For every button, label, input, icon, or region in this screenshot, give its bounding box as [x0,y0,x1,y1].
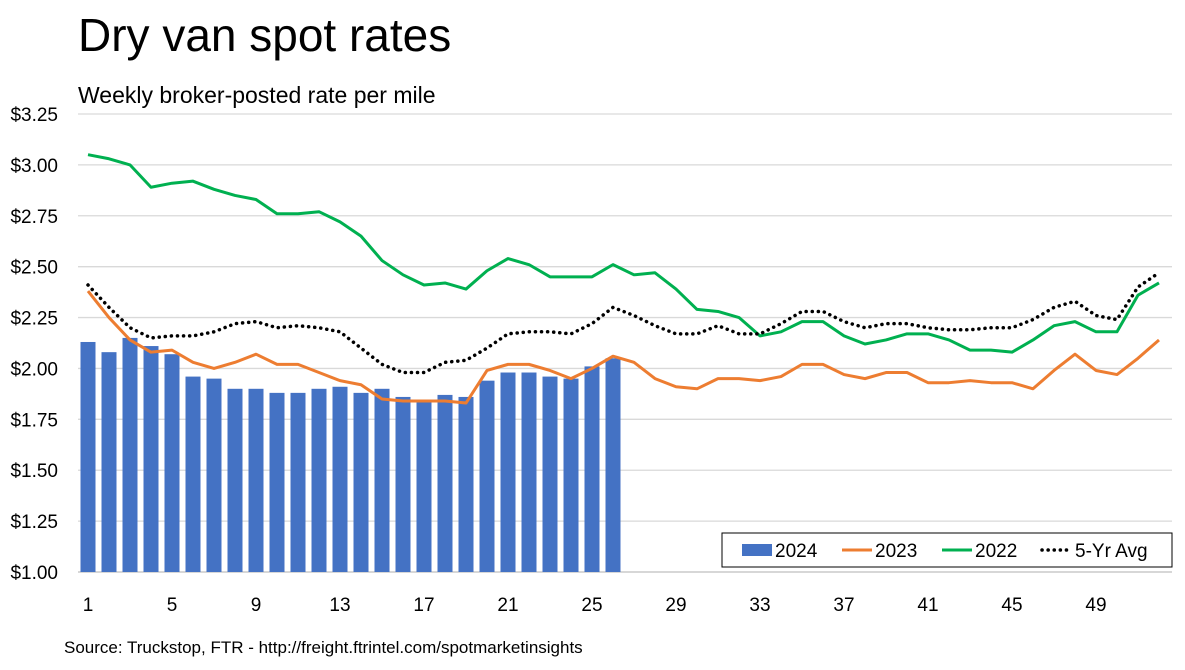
legend-swatch [742,544,772,556]
legend-label: 2023 [875,541,917,562]
y-tick-label: $3.25 [10,105,58,126]
x-tick-label: 33 [749,595,770,616]
bar-2024 [563,378,579,572]
bar-2024 [248,388,264,572]
y-tick-label: $1.50 [10,461,58,482]
bar-2024 [416,401,432,572]
bar-2024 [374,388,390,572]
x-tick-label: 13 [329,595,350,616]
legend-label: 2024 [775,541,818,562]
bar-2024 [437,394,453,572]
legend-label: 2022 [975,541,1017,562]
y-tick-label: $1.00 [10,563,58,584]
y-tick-label: $3.00 [10,156,58,177]
bar-2024 [269,392,285,572]
bar-2024 [542,376,558,572]
chart-source: Source: Truckstop, FTR - http://freight.… [64,638,583,657]
line-5-yr-avg [86,271,1161,375]
bar-2024 [479,380,495,572]
y-tick-label: $1.75 [10,410,58,431]
x-tick-label: 21 [497,595,518,616]
legend-label: 5-Yr Avg [1075,541,1148,562]
x-tick-label: 25 [581,595,602,616]
bar-2024 [290,392,306,572]
y-tick-label: $2.25 [10,309,58,330]
x-tick-label: 45 [1001,595,1022,616]
bar-2024 [395,396,411,572]
x-tick-label: 41 [917,595,938,616]
x-tick-label: 1 [83,595,94,616]
bar-2024 [353,392,369,572]
y-tick-label: $2.00 [10,359,58,380]
bar-2024 [164,354,180,572]
x-tick-label: 17 [413,595,434,616]
bar-2024 [332,386,348,572]
line-2023 [86,290,1160,405]
x-tick-label: 29 [665,595,686,616]
bar-2024 [500,372,516,572]
bar-2024 [185,376,201,572]
y-tick-label: $1.25 [10,512,58,533]
bar-2024 [584,366,600,572]
bar-2024 [80,341,96,572]
bar-2024 [143,346,159,572]
y-tick-label: $2.75 [10,207,58,228]
bar-2024 [206,378,222,572]
bar-2024 [605,358,621,572]
bar-2024 [122,337,138,572]
bar-2024 [101,352,117,572]
line-2022 [87,153,1160,354]
bar-2024 [311,388,327,572]
x-tick-label: 37 [833,595,854,616]
bar-2024 [458,396,474,572]
bar-2024 [227,388,243,572]
x-tick-label: 5 [167,595,178,616]
bar-2024 [521,372,537,572]
x-tick-label: 9 [251,595,262,616]
chart-title: Dry van spot rates [78,9,452,61]
chart-subtitle: Weekly broker-posted rate per mile [78,82,436,108]
y-tick-label: $2.50 [10,258,58,279]
x-tick-label: 49 [1085,595,1106,616]
